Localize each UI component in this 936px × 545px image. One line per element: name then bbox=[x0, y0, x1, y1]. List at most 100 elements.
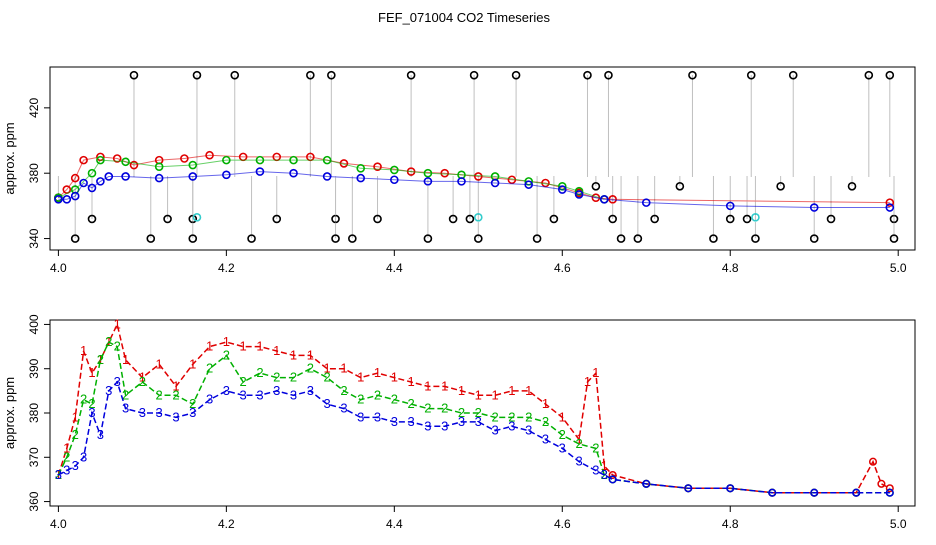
data-label-1: 1 bbox=[223, 334, 230, 349]
data-label-1: 1 bbox=[575, 432, 582, 447]
x-tick-label: 5.0 bbox=[890, 261, 907, 275]
data-point-black bbox=[847, 181, 857, 191]
data-label-3: 3 bbox=[97, 427, 104, 442]
data-label-3: 3 bbox=[601, 467, 608, 482]
x-tick-label: 4.0 bbox=[50, 517, 67, 531]
data-label-2: 2 bbox=[273, 370, 280, 385]
data-point-black bbox=[306, 70, 315, 80]
data-point-blue bbox=[423, 177, 433, 186]
data-label-3: 3 bbox=[114, 374, 121, 389]
data-label-1: 1 bbox=[407, 374, 414, 389]
data-point-blue bbox=[457, 177, 466, 186]
data-point-black bbox=[192, 70, 202, 80]
data-label-3: 3 bbox=[407, 414, 414, 429]
data-label-3: 3 bbox=[391, 414, 398, 429]
data-point-red bbox=[70, 173, 80, 183]
data-label-3: 3 bbox=[88, 405, 95, 420]
data-point-red bbox=[180, 154, 189, 163]
data-point-blue bbox=[599, 195, 609, 204]
data-label-1: 1 bbox=[88, 365, 95, 380]
data-point-1 bbox=[608, 470, 617, 480]
data-point-red bbox=[885, 198, 895, 207]
data-label-3: 3 bbox=[575, 454, 582, 469]
data-point-black bbox=[129, 70, 139, 80]
data-point-black bbox=[474, 234, 483, 243]
data-label-1: 1 bbox=[114, 316, 121, 331]
data-point-black bbox=[809, 234, 819, 243]
data-label-1: 1 bbox=[156, 356, 163, 371]
data-label-3: 3 bbox=[458, 414, 465, 429]
x-tick-label: 4.6 bbox=[554, 517, 571, 531]
data-label-3: 3 bbox=[139, 405, 146, 420]
data-label-3: 3 bbox=[324, 396, 331, 411]
data-point-blue bbox=[574, 190, 584, 199]
data-label-2: 2 bbox=[525, 409, 532, 424]
data-point-black bbox=[272, 214, 282, 224]
data-point-black bbox=[583, 70, 592, 80]
data-point-black bbox=[591, 181, 601, 191]
data-label-3: 3 bbox=[508, 418, 515, 433]
data-point-black bbox=[633, 234, 643, 243]
data-label-3: 3 bbox=[223, 383, 230, 398]
data-point-blue bbox=[322, 172, 332, 181]
data-label-2: 2 bbox=[206, 361, 213, 376]
data-point-blue bbox=[70, 191, 80, 201]
data-point-3 bbox=[642, 479, 651, 488]
data-point-blue bbox=[356, 173, 366, 183]
data-label-3: 3 bbox=[290, 387, 297, 402]
data-label-1: 1 bbox=[256, 339, 263, 354]
data-label-3: 3 bbox=[441, 418, 448, 433]
data-label-2: 2 bbox=[240, 374, 247, 389]
data-label-1: 1 bbox=[458, 383, 465, 398]
data-label-1: 1 bbox=[357, 370, 364, 385]
data-label-2: 2 bbox=[139, 374, 146, 389]
data-label-3: 3 bbox=[307, 383, 314, 398]
data-label-1: 1 bbox=[122, 352, 129, 367]
data-point-green bbox=[222, 155, 231, 165]
y-tick-label: 380 bbox=[27, 163, 41, 183]
x-tick-label: 4.8 bbox=[722, 517, 739, 531]
data-point-red bbox=[112, 154, 122, 163]
data-label-1: 1 bbox=[97, 352, 104, 367]
data-point-black bbox=[348, 234, 357, 243]
data-point-green bbox=[154, 162, 164, 171]
data-point-blue bbox=[289, 168, 298, 178]
data-label-1: 1 bbox=[290, 347, 297, 362]
data-point-green bbox=[289, 155, 298, 165]
data-point-black bbox=[650, 214, 659, 224]
data-point-black bbox=[87, 214, 97, 224]
data-point-blue bbox=[104, 172, 114, 181]
data-label-1: 1 bbox=[475, 387, 482, 402]
data-label-1: 1 bbox=[525, 383, 532, 398]
data-label-3: 3 bbox=[475, 414, 482, 429]
data-label-2: 2 bbox=[324, 370, 331, 385]
data-point-green bbox=[322, 155, 332, 165]
data-label-2: 2 bbox=[592, 440, 599, 455]
data-point-black bbox=[709, 234, 718, 243]
data-point-blue bbox=[725, 201, 735, 211]
data-label-3: 3 bbox=[592, 463, 599, 478]
data-point-black bbox=[146, 234, 156, 243]
data-point-cyan bbox=[192, 213, 202, 222]
data-label-2: 2 bbox=[424, 401, 431, 416]
data-point-blue bbox=[87, 183, 97, 193]
data-point-black bbox=[688, 70, 697, 80]
data-point-blue bbox=[524, 180, 533, 189]
data-point-black bbox=[675, 181, 685, 191]
data-label-1: 1 bbox=[374, 365, 381, 380]
data-point-black bbox=[826, 214, 836, 224]
data-label-2: 2 bbox=[156, 387, 163, 402]
data-label-3: 3 bbox=[55, 467, 62, 482]
data-label-1: 1 bbox=[601, 458, 608, 473]
data-point-blue bbox=[96, 177, 105, 186]
x-tick-label: 5.0 bbox=[890, 517, 907, 531]
data-label-3: 3 bbox=[80, 449, 87, 464]
data-label-2: 2 bbox=[88, 396, 95, 411]
y-axis-label: approx. ppm bbox=[2, 377, 17, 449]
data-label-1: 1 bbox=[72, 409, 79, 424]
data-point-blue bbox=[885, 203, 895, 212]
data-label-2: 2 bbox=[391, 392, 398, 407]
data-label-3: 3 bbox=[357, 409, 364, 424]
data-point-blue bbox=[79, 178, 88, 188]
